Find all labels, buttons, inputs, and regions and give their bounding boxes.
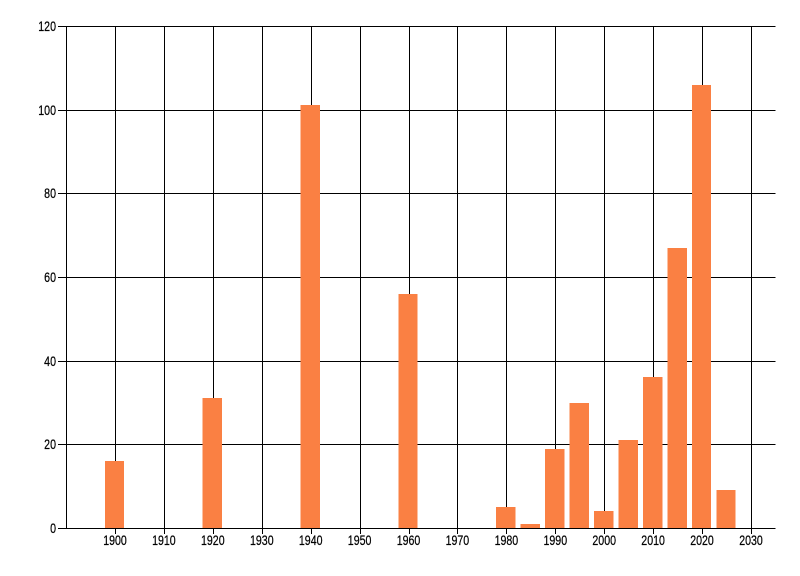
- svg-text:1910: 1910: [152, 533, 176, 549]
- svg-text:40: 40: [44, 354, 56, 370]
- svg-text:1930: 1930: [250, 533, 274, 549]
- svg-text:100: 100: [38, 103, 56, 119]
- svg-text:2030: 2030: [739, 533, 763, 549]
- svg-text:1900: 1900: [103, 533, 127, 549]
- svg-text:2000: 2000: [592, 533, 616, 549]
- svg-text:1980: 1980: [495, 533, 519, 549]
- svg-text:1970: 1970: [446, 533, 470, 549]
- svg-text:80: 80: [44, 186, 56, 202]
- svg-text:1960: 1960: [397, 533, 421, 549]
- svg-text:120: 120: [38, 19, 56, 35]
- svg-text:60: 60: [44, 270, 56, 286]
- svg-text:1920: 1920: [201, 533, 225, 549]
- svg-text:1950: 1950: [348, 533, 372, 549]
- svg-text:20: 20: [44, 437, 56, 453]
- svg-text:1990: 1990: [543, 533, 567, 549]
- svg-text:2010: 2010: [641, 533, 665, 549]
- svg-text:1940: 1940: [299, 533, 323, 549]
- svg-text:2020: 2020: [690, 533, 714, 549]
- svg-text:0: 0: [50, 521, 56, 537]
